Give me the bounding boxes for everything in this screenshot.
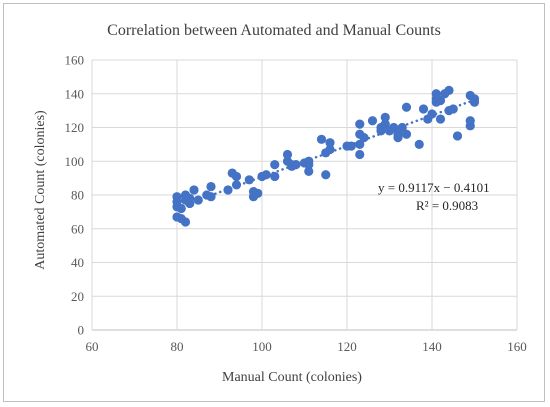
- data-point-20: [244, 175, 254, 185]
- data-point-68: [435, 95, 446, 106]
- y-tick-60: 60: [71, 221, 84, 236]
- x-tick-160: 160: [507, 339, 527, 354]
- x-tick-120: 120: [337, 339, 357, 354]
- data-point-49: [367, 116, 378, 126]
- data-point-53: [380, 119, 390, 129]
- x-tick-80: 80: [171, 339, 184, 354]
- data-point-19: [231, 180, 242, 190]
- data-point-10: [185, 198, 195, 209]
- x-tick-100: 100: [252, 339, 272, 354]
- data-points: [172, 85, 480, 227]
- data-point-23: [253, 188, 263, 198]
- data-point-57: [393, 129, 403, 139]
- y-tick-labels: 0 20 40 60 80 100 120 140 160: [65, 53, 85, 338]
- x-tick-60: 60: [86, 339, 99, 354]
- data-point-74: [452, 131, 463, 141]
- data-point-5: [176, 203, 186, 214]
- trendline-equation: y = 0.9117x − 0.4101: [378, 180, 490, 195]
- chart-title: Correlation between Automated and Manual…: [107, 22, 441, 39]
- data-point-18: [231, 171, 242, 182]
- data-point-8: [180, 217, 191, 227]
- y-tick-140: 140: [65, 86, 85, 101]
- data-point-55: [389, 122, 399, 133]
- data-point-52: [380, 112, 390, 122]
- data-point-77: [465, 121, 475, 131]
- data-point-40: [325, 138, 335, 148]
- scatter-chart: Correlation between Automated and Manual…: [33, 22, 527, 385]
- x-axis-label: Manual Count (colonies): [222, 370, 362, 385]
- data-point-15: [206, 192, 216, 202]
- data-point-73: [448, 104, 458, 114]
- data-point-16: [223, 185, 233, 195]
- data-point-41: [325, 144, 335, 155]
- data-point-44: [355, 119, 365, 129]
- r-squared-value: R² = 0.9083: [416, 198, 478, 213]
- data-point-27: [270, 171, 280, 182]
- data-point-71: [444, 85, 454, 95]
- data-point-48: [359, 133, 369, 143]
- data-point-12: [193, 195, 203, 205]
- x-tick-140: 140: [422, 339, 442, 354]
- data-point-34: [304, 166, 314, 176]
- y-tick-80: 80: [71, 188, 84, 203]
- chart-frame: Correlation between Automated and Manual…: [3, 3, 545, 402]
- y-axis-label: Automated Count (colonies): [33, 110, 48, 270]
- data-point-32: [291, 160, 301, 170]
- y-tick-120: 120: [65, 120, 85, 135]
- data-point-39: [321, 170, 331, 180]
- data-point-43: [346, 141, 356, 151]
- y-tick-40: 40: [71, 255, 84, 270]
- x-tick-labels: 60 80 100 120 140 160: [86, 339, 527, 354]
- data-point-69: [435, 114, 446, 124]
- data-point-26: [270, 160, 280, 170]
- data-point-28: [282, 149, 293, 160]
- gridlines: [91, 59, 518, 331]
- data-point-61: [414, 139, 424, 149]
- data-point-51: [376, 126, 386, 136]
- data-point-60: [401, 129, 412, 139]
- data-point-11: [189, 185, 199, 195]
- data-point-37: [316, 134, 327, 144]
- data-point-46: [355, 139, 365, 149]
- data-point-58: [397, 122, 407, 133]
- y-tick-0: 0: [78, 323, 85, 338]
- data-point-64: [427, 109, 437, 119]
- data-point-14: [206, 181, 216, 192]
- y-tick-20: 20: [71, 289, 84, 304]
- data-point-79: [469, 97, 480, 107]
- data-point-62: [418, 104, 429, 114]
- data-point-25: [261, 170, 271, 180]
- data-point-59: [401, 102, 412, 112]
- y-tick-100: 100: [65, 154, 85, 169]
- data-point-36: [304, 156, 314, 166]
- data-point-47: [355, 149, 365, 160]
- y-tick-160: 160: [65, 53, 85, 68]
